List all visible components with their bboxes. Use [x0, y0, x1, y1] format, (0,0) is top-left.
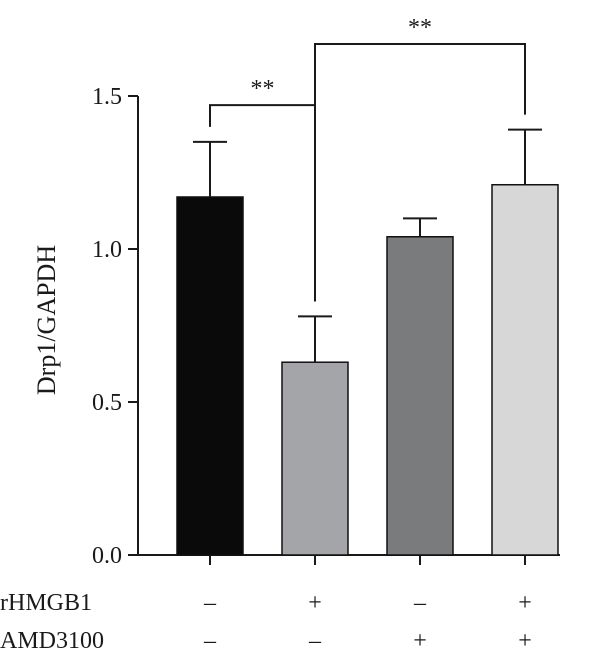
- treatment-sign: +: [518, 628, 532, 654]
- y-tick-label: 1.5: [92, 84, 122, 110]
- error-bars: [193, 128, 542, 363]
- y-axis-title: Drp1/GAPDH: [32, 245, 61, 395]
- bar: [491, 183, 559, 556]
- treatment-table: rHMGB1 – + – + AMD3100 – – + +: [0, 590, 532, 654]
- treatment-sign: –: [308, 628, 322, 654]
- y-tick-label: 0.5: [92, 390, 122, 416]
- treatment-sign: +: [518, 590, 532, 616]
- treatment-label: rHMGB1: [0, 590, 92, 616]
- bars: [176, 183, 559, 556]
- treatment-sign: –: [413, 590, 427, 616]
- treatment-sign: –: [203, 628, 217, 654]
- bar: [176, 196, 244, 556]
- treatment-label: AMD3100: [0, 628, 104, 654]
- y-tick-label: 1.0: [92, 237, 122, 263]
- significance-label: **: [408, 15, 432, 41]
- significance-bracket: [314, 42, 526, 302]
- bar: [386, 236, 454, 556]
- significance-brackets: ** **: [209, 15, 526, 302]
- significance-label: **: [251, 76, 275, 102]
- treatment-sign: +: [413, 628, 427, 654]
- y-tick-label: 0.0: [92, 543, 122, 569]
- bar: [281, 361, 349, 556]
- treatment-sign: –: [203, 590, 217, 616]
- treatment-sign: +: [308, 590, 322, 616]
